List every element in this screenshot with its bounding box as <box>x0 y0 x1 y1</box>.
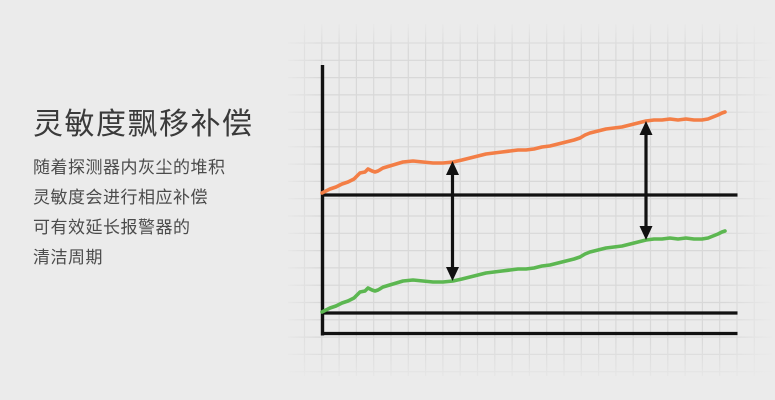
compensation-gap-arrow-2 <box>639 121 653 240</box>
arrowhead-down <box>639 226 653 240</box>
arrowhead-up <box>446 161 459 175</box>
baseline-sensitivity-lower-curve <box>320 229 727 314</box>
arrowhead-up <box>639 121 653 135</box>
intro-line: 清洁周期 <box>33 248 103 267</box>
intro-panel: 灵敏度飘移补偿 随着探测器内灰尘的堆积 灵敏度会进行相应补偿 可有效延长报警器的… <box>33 106 254 273</box>
drift-chart-svg <box>280 20 775 392</box>
grid-edge-fades <box>280 20 775 392</box>
page-title: 灵敏度飘移补偿 <box>33 108 254 141</box>
intro-line: 可有效延长报警器的 <box>33 218 191 237</box>
arrowhead-down <box>446 267 459 281</box>
intro-line: 随着探测器内灰尘的堆积 <box>33 158 226 177</box>
intro-lines: 随着探测器内灰尘的堆积 灵敏度会进行相应补偿 可有效延长报警器的 清洁周期 <box>33 153 254 273</box>
grid-lines <box>288 24 772 376</box>
compensated-sensitivity-upper-curve <box>320 110 727 195</box>
intro-line: 灵敏度会进行相应补偿 <box>33 188 208 207</box>
compensation-gap-arrow-1 <box>446 161 459 281</box>
